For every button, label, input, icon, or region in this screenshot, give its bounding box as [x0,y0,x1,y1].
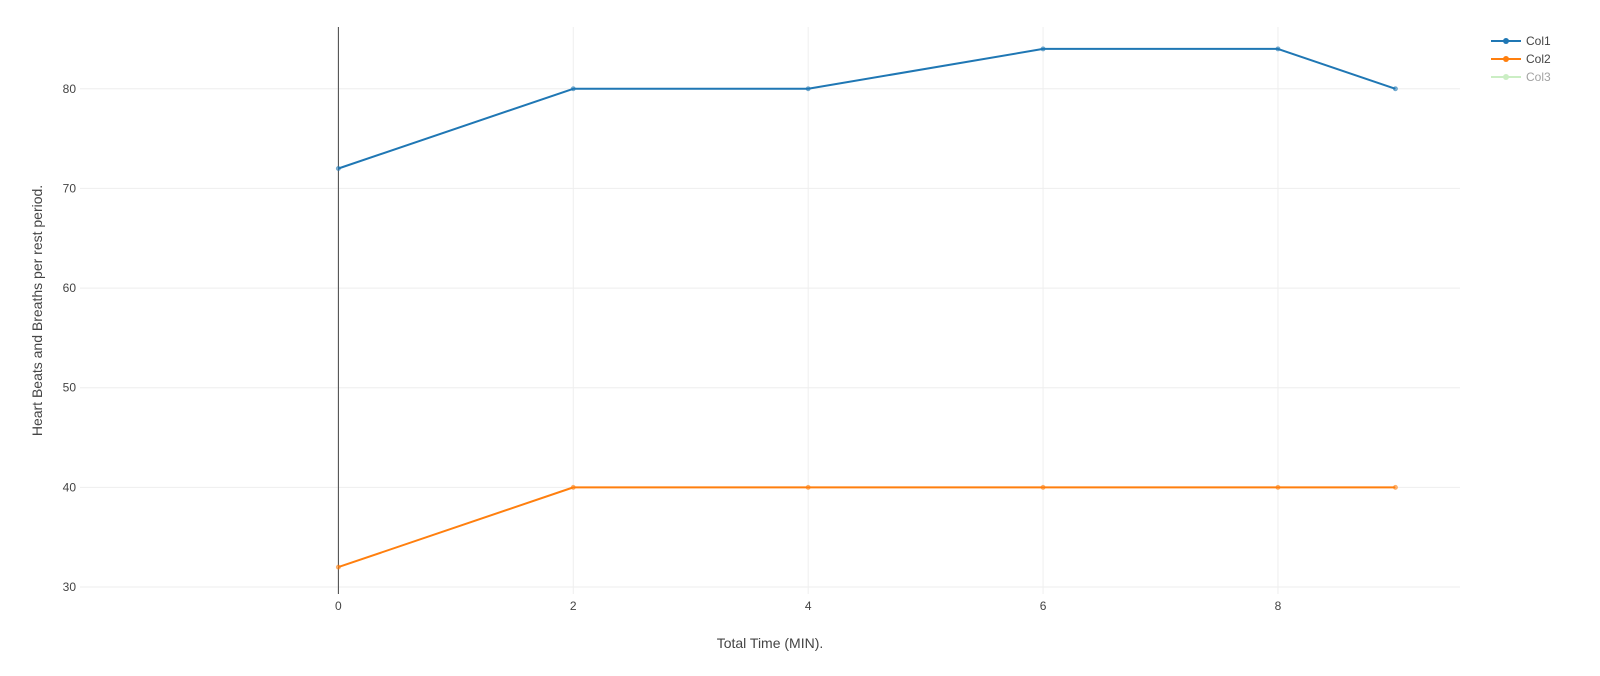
legend-marker-icon [1503,38,1509,44]
data-point [570,86,576,92]
x-tick-label: 2 [570,599,577,613]
y-tick-label: 60 [63,281,77,295]
data-point [335,166,341,172]
x-tick-label: 8 [1275,599,1282,613]
series-line-col2 [338,486,1396,569]
data-point [805,86,811,92]
legend: Col1 Col2 Col3 [1489,33,1559,85]
y-tick-label: 70 [63,181,77,195]
y-tick-label: 80 [63,82,77,96]
data-point [1275,46,1281,52]
y-tick-label: 30 [63,580,77,594]
series-col2 [335,484,1398,570]
data-point [1040,484,1046,490]
grid [80,27,1460,594]
legend-item-col3[interactable]: Col3 [1489,69,1559,85]
data-point [1275,484,1281,490]
data-point [1392,484,1398,490]
x-tick-label: 0 [335,599,342,613]
y-axis-title: Heart Beats and Breaths per rest period. [29,185,45,436]
x-axis-title: Total Time (MIN). [717,635,824,651]
axis-ticks: 0 2 4 6 8 30 40 50 60 70 80 [63,82,1282,613]
legend-marker-icon [1503,74,1509,80]
series-col1 [335,46,1398,172]
data-point [570,484,576,490]
data-point [1392,86,1398,92]
data-point [1040,46,1046,52]
legend-label: Col2 [1526,52,1551,66]
legend-item-col2[interactable]: Col2 [1489,51,1559,67]
legend-marker-icon [1503,56,1509,62]
series-group [335,46,1398,570]
legend-label: Col1 [1526,34,1551,48]
y-tick-label: 40 [63,480,77,494]
data-point [805,484,811,490]
x-tick-label: 6 [1040,599,1047,613]
legend-label: Col3 [1526,70,1551,84]
x-tick-label: 4 [805,599,812,613]
y-tick-label: 50 [63,381,77,395]
data-point [335,564,341,570]
series-line-col1 [338,47,1396,170]
legend-item-col1[interactable]: Col1 [1489,33,1559,49]
